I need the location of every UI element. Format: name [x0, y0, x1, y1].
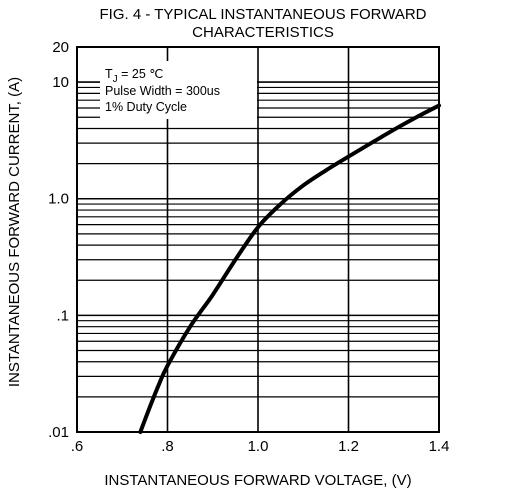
- x-tick-label: .8: [161, 438, 174, 455]
- x-tick-label: 1.0: [248, 438, 269, 455]
- conditions-note: TJ = 25 ℃ Pulse Width = 300us 1% Duty Cy…: [100, 61, 257, 119]
- y-tick-label: 20: [52, 39, 69, 56]
- temperature-note: TJ = 25 ℃: [105, 67, 163, 85]
- x-tick-label: 1.4: [429, 438, 450, 455]
- y-tick-label: 1.0: [48, 191, 69, 208]
- chart-title-line1: FIG. 4 - TYPICAL INSTANTANEOUS FORWARD: [100, 6, 427, 23]
- x-tick-label: 1.2: [338, 438, 359, 455]
- conditions-note-background: [100, 61, 257, 119]
- y-tick-label: .01: [48, 424, 69, 441]
- y-tick-label: .1: [56, 307, 69, 324]
- x-axis-label: INSTANTANEOUS FORWARD VOLTAGE, (V): [104, 472, 411, 489]
- y-axis-label: INSTANTANEOUS FORWARD CURRENT, (A): [6, 77, 23, 387]
- x-tick-label: .6: [71, 438, 84, 455]
- y-tick-label: 10: [52, 74, 69, 91]
- pulse-width-note: Pulse Width = 300us: [105, 84, 220, 98]
- chart-title-line2: CHARACTERISTICS: [192, 24, 334, 41]
- tick-labels: .6 .8 1.0 1.2 1.4 20 10 1.0 .1 .01: [48, 39, 449, 455]
- plot-frame: [76, 46, 440, 433]
- forward-characteristic-curve: [138, 103, 441, 434]
- duty-cycle-note: 1% Duty Cycle: [105, 100, 187, 114]
